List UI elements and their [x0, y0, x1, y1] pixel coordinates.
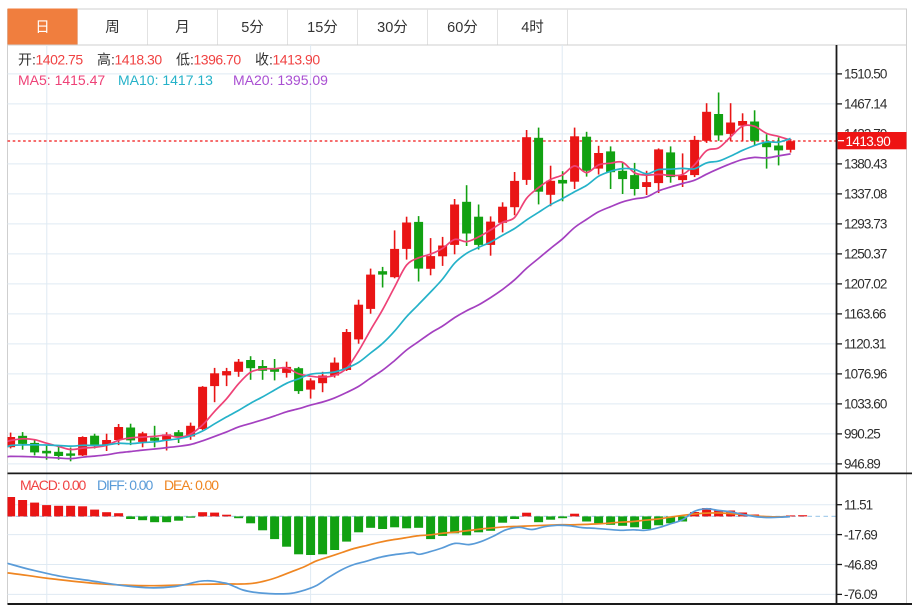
- svg-text:5分: 5分: [241, 19, 264, 36]
- svg-text:-76.09: -76.09: [844, 587, 877, 602]
- svg-text:1418.30: 1418.30: [115, 52, 163, 68]
- svg-text:60分: 60分: [447, 19, 478, 36]
- svg-text:1413.90: 1413.90: [273, 52, 321, 68]
- svg-text:1033.60: 1033.60: [844, 397, 887, 412]
- svg-text:1380.43: 1380.43: [844, 157, 887, 172]
- svg-text:1076.96: 1076.96: [844, 367, 887, 382]
- svg-text:1120.31: 1120.31: [844, 337, 886, 352]
- svg-text:日: 日: [35, 20, 50, 36]
- svg-text:1250.37: 1250.37: [844, 247, 887, 262]
- svg-text:DEA: 0.00: DEA: 0.00: [164, 477, 219, 493]
- svg-text:周: 周: [105, 20, 120, 36]
- svg-text:月: 月: [175, 20, 190, 36]
- svg-text:低:: 低:: [176, 52, 194, 68]
- svg-text:1207.02: 1207.02: [844, 277, 887, 292]
- svg-text:1402.75: 1402.75: [36, 52, 84, 68]
- svg-text:1163.66: 1163.66: [844, 307, 886, 322]
- svg-text:-46.89: -46.89: [844, 557, 877, 572]
- svg-text:MACD: 0.00: MACD: 0.00: [20, 477, 87, 493]
- svg-text:4时: 4时: [521, 19, 544, 36]
- svg-text:DIFF: 0.00: DIFF: 0.00: [97, 477, 153, 493]
- svg-text:11.51: 11.51: [844, 498, 873, 513]
- svg-text:990.25: 990.25: [844, 427, 880, 442]
- svg-text:15分: 15分: [307, 19, 338, 36]
- svg-text:开:: 开:: [18, 52, 36, 68]
- svg-text:高:: 高:: [97, 52, 115, 68]
- svg-text:1396.70: 1396.70: [194, 52, 242, 68]
- svg-text:1293.73: 1293.73: [844, 217, 887, 232]
- svg-text:-17.69: -17.69: [844, 527, 877, 542]
- svg-text:1337.08: 1337.08: [844, 187, 887, 202]
- svg-text:1510.50: 1510.50: [844, 67, 887, 82]
- svg-text:1467.14: 1467.14: [844, 97, 888, 112]
- svg-text:1413.90: 1413.90: [846, 134, 891, 149]
- svg-text:收:: 收:: [255, 52, 273, 68]
- svg-text:30分: 30分: [377, 19, 408, 36]
- svg-text:946.89: 946.89: [844, 457, 880, 472]
